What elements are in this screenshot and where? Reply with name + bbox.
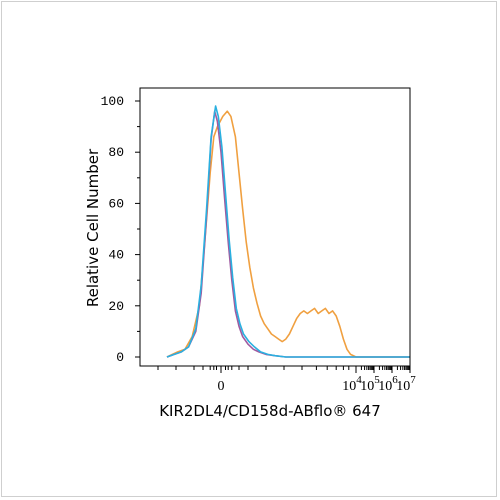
x-axis-label: KIR2DL4/CD158d-ABflo® 647 <box>159 402 381 420</box>
x-tick-exponent: 4 <box>356 374 362 386</box>
y-tick-label: 80 <box>108 145 124 160</box>
x-tick-base: 10 <box>396 379 410 394</box>
y-tick-label: 0 <box>116 350 124 365</box>
series-line-3 <box>166 105 410 358</box>
x-tick-exponent: 5 <box>374 374 380 386</box>
y-axis-label: Relative Cell Number <box>84 148 102 307</box>
y-axis: 0 20 40 60 80 100 <box>101 94 140 365</box>
y-tick-label: 20 <box>108 299 124 314</box>
x-tick-label: 104 <box>342 374 362 394</box>
x-tick-base: 10 <box>378 379 392 394</box>
x-tick-base: 10 <box>360 379 374 394</box>
y-tick-label: 100 <box>101 94 124 109</box>
x-tick-label: 107 <box>396 374 416 394</box>
series-layer <box>166 105 410 358</box>
series-line-2 <box>166 110 410 358</box>
x-tick-base: 0 <box>218 379 225 394</box>
x-tick-base: 10 <box>342 379 356 394</box>
plot-area <box>139 87 411 367</box>
x-tick-label: 0 <box>218 379 225 394</box>
x-tick-label: 105 <box>360 374 380 394</box>
x-tick-exponent: 7 <box>410 374 416 386</box>
series-line-1 <box>166 110 410 358</box>
x-tick-label: 106 <box>378 374 398 394</box>
x-tick-exponent: 6 <box>392 374 398 386</box>
y-tick-label: 40 <box>108 248 124 263</box>
y-tick-label: 60 <box>108 196 124 211</box>
